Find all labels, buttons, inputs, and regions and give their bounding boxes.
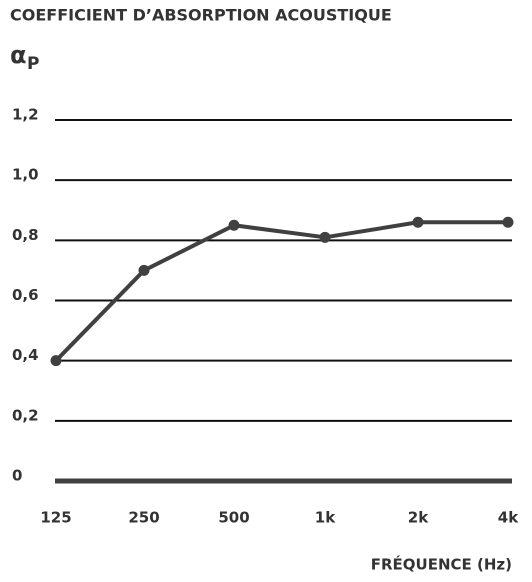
y-axis-subscript: P (27, 54, 39, 74)
x-tick-label: 1k (315, 509, 336, 527)
chart-title: COEFFICIENT D’ABSORPTION ACOUSTIQUE (10, 6, 392, 25)
y-tick-label: 0,4 (12, 346, 39, 364)
point (138, 264, 150, 276)
x-tick-label: 2k (408, 509, 429, 527)
point (502, 216, 514, 228)
y-tick-label: 0,2 (12, 406, 39, 424)
y-axis-symbol: α (10, 41, 27, 69)
y-tick-label: 1,0 (12, 166, 39, 184)
x-tick-label: 4k (498, 509, 519, 527)
point (412, 216, 424, 228)
x-axis-label: FRÉQUENCE (Hz) (371, 555, 512, 574)
y-tick-label: 0,6 (12, 286, 39, 304)
point (319, 231, 331, 243)
x-tick-label: 500 (218, 509, 249, 527)
x-tick-label: 250 (128, 509, 159, 527)
x-tick-label: 125 (40, 509, 71, 527)
point (228, 219, 240, 231)
point (50, 355, 62, 367)
y-tick-label: 0,8 (12, 226, 39, 244)
y-tick-label: 1,2 (12, 106, 39, 124)
line (54, 220, 508, 363)
y-tick-label: 0 (12, 467, 22, 485)
